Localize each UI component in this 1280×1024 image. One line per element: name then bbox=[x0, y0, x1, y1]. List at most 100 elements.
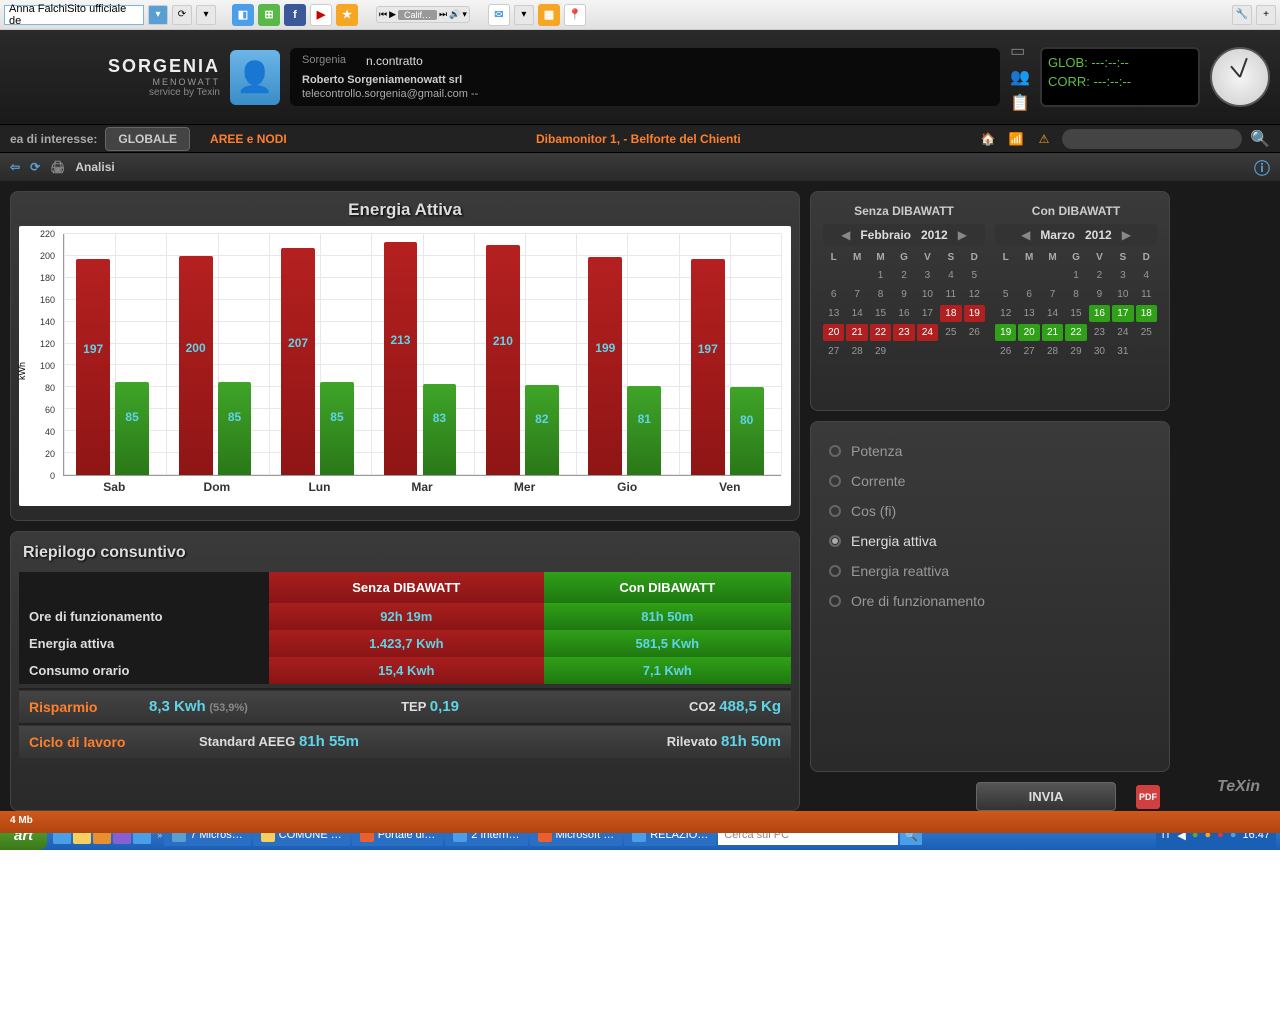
radio-energia-reattiva[interactable]: Energia reattiva bbox=[829, 556, 1151, 586]
calendar-day[interactable]: 2 bbox=[893, 267, 914, 284]
calendar-day[interactable]: 6 bbox=[823, 286, 844, 303]
calendar-day[interactable]: 4 bbox=[1136, 267, 1157, 284]
calendar-day[interactable]: 5 bbox=[964, 267, 985, 284]
calendar-day[interactable]: 25 bbox=[940, 324, 961, 341]
back-icon[interactable]: ⇦ bbox=[10, 160, 20, 174]
calendar-day[interactable]: 21 bbox=[1042, 324, 1063, 341]
calendar-day[interactable]: 7 bbox=[1042, 286, 1063, 303]
calendar-day[interactable]: 29 bbox=[1065, 343, 1086, 360]
calendar-day[interactable]: 26 bbox=[995, 343, 1016, 360]
warning-icon[interactable]: ⚠ bbox=[1034, 130, 1054, 148]
calendar-day[interactable]: 16 bbox=[893, 305, 914, 322]
calendar-day[interactable]: 15 bbox=[870, 305, 891, 322]
calendar-day[interactable]: 17 bbox=[917, 305, 938, 322]
calendar-day[interactable]: 28 bbox=[1042, 343, 1063, 360]
play-icon[interactable]: ▶ bbox=[389, 9, 396, 20]
calendar-day[interactable]: 13 bbox=[823, 305, 844, 322]
calendar-day[interactable]: 3 bbox=[1112, 267, 1133, 284]
calendar-day[interactable]: 14 bbox=[846, 305, 867, 322]
url-box[interactable]: Anna FalchiSito ufficiale de bbox=[4, 5, 144, 25]
calendar-day[interactable]: 1 bbox=[870, 267, 891, 284]
calendar-day[interactable]: 24 bbox=[917, 324, 938, 341]
note-icon[interactable]: 📋 bbox=[1010, 93, 1030, 113]
plus-icon[interactable]: + bbox=[1256, 5, 1276, 25]
calendar-day[interactable]: 6 bbox=[1018, 286, 1039, 303]
calendar-day[interactable]: 13 bbox=[1018, 305, 1039, 322]
youtube-icon[interactable]: ▶ bbox=[310, 4, 332, 26]
cal-prev-icon[interactable]: ◀ bbox=[841, 228, 850, 242]
calendar-day[interactable]: 27 bbox=[823, 343, 844, 360]
calendar-day[interactable]: 23 bbox=[893, 324, 914, 341]
tab-globale[interactable]: GLOBALE bbox=[105, 127, 190, 151]
calendar-day[interactable]: 3 bbox=[917, 267, 938, 284]
cal-next-icon[interactable]: ▶ bbox=[1122, 228, 1131, 242]
calendar-day[interactable]: 9 bbox=[893, 286, 914, 303]
radio-energia-attiva[interactable]: Energia attiva bbox=[829, 526, 1151, 556]
calendar-day[interactable]: 9 bbox=[1089, 286, 1110, 303]
radio-potenza[interactable]: Potenza bbox=[829, 436, 1151, 466]
calendar-day[interactable]: 30 bbox=[1089, 343, 1110, 360]
app-icon-1[interactable]: ◧ bbox=[232, 4, 254, 26]
mail-icon[interactable]: ✉ bbox=[488, 4, 510, 26]
calc-icon[interactable]: ▦ bbox=[538, 4, 560, 26]
calendar-day[interactable]: 8 bbox=[870, 286, 891, 303]
nav-down-icon[interactable]: ▾ bbox=[196, 5, 216, 25]
users-icon[interactable]: 👥 bbox=[1010, 67, 1030, 87]
calendar-day[interactable]: 12 bbox=[995, 305, 1016, 322]
next-icon[interactable]: ⏭ bbox=[439, 9, 447, 20]
wrench-icon[interactable]: 🔧 bbox=[1232, 5, 1252, 25]
info-icon[interactable]: ⓘ bbox=[1254, 155, 1270, 179]
calendar-day[interactable]: 8 bbox=[1065, 286, 1086, 303]
prev-icon[interactable]: ⏮ bbox=[379, 9, 387, 20]
calendar-day[interactable]: 10 bbox=[1112, 286, 1133, 303]
calendar-day[interactable]: 18 bbox=[940, 305, 961, 322]
star-icon[interactable]: ★ bbox=[336, 4, 358, 26]
calendar-day[interactable]: 22 bbox=[870, 324, 891, 341]
calendar-day[interactable]: 29 bbox=[870, 343, 891, 360]
calendar-day[interactable]: 20 bbox=[823, 324, 844, 341]
calendar-day[interactable]: 20 bbox=[1018, 324, 1039, 341]
sync-icon[interactable]: ⟳ bbox=[30, 160, 40, 174]
calendar-day[interactable]: 28 bbox=[846, 343, 867, 360]
calendar-day[interactable]: 15 bbox=[1065, 305, 1086, 322]
calendar-day[interactable]: 10 bbox=[917, 286, 938, 303]
wifi-icon[interactable]: 📶 bbox=[1006, 130, 1026, 148]
vol-icon[interactable]: 🔊 bbox=[449, 9, 460, 20]
calendar-day[interactable]: 16 bbox=[1089, 305, 1110, 322]
calendar-day[interactable]: 21 bbox=[846, 324, 867, 341]
calendar-day[interactable]: 26 bbox=[964, 324, 985, 341]
app-icon-2[interactable]: ⊞ bbox=[258, 4, 280, 26]
map-icon[interactable]: 📍 bbox=[564, 4, 586, 26]
facebook-icon[interactable]: f bbox=[284, 4, 306, 26]
home-icon[interactable]: 🏠 bbox=[978, 130, 998, 148]
calendar-day[interactable]: 14 bbox=[1042, 305, 1063, 322]
media-drop-icon[interactable]: ▾ bbox=[462, 9, 467, 20]
calendar-day[interactable]: 24 bbox=[1112, 324, 1133, 341]
calendar-day[interactable]: 31 bbox=[1112, 343, 1133, 360]
mail-drop-icon[interactable]: ▾ bbox=[514, 5, 534, 25]
calendar-day[interactable]: 18 bbox=[1136, 305, 1157, 322]
print-icon[interactable]: 🖨 bbox=[50, 160, 65, 174]
calendar-day[interactable]: 23 bbox=[1089, 324, 1110, 341]
calendar-day[interactable]: 19 bbox=[995, 324, 1016, 341]
calendar-day[interactable]: 11 bbox=[940, 286, 961, 303]
pdf-icon[interactable]: PDF bbox=[1136, 785, 1160, 809]
calendar-day[interactable]: 11 bbox=[1136, 286, 1157, 303]
search-input[interactable] bbox=[1062, 129, 1242, 149]
send-button[interactable]: INVIA bbox=[976, 782, 1116, 811]
cal-next-icon[interactable]: ▶ bbox=[958, 228, 967, 242]
calendar-day[interactable]: 25 bbox=[1136, 324, 1157, 341]
calendar-day[interactable]: 27 bbox=[1018, 343, 1039, 360]
calendar-day[interactable]: 4 bbox=[940, 267, 961, 284]
radio-corrente[interactable]: Corrente bbox=[829, 466, 1151, 496]
calendar-day[interactable]: 1 bbox=[1065, 267, 1086, 284]
calendar-day[interactable]: 22 bbox=[1065, 324, 1086, 341]
search-icon[interactable]: 🔍 bbox=[1250, 130, 1270, 148]
calendar-day[interactable]: 2 bbox=[1089, 267, 1110, 284]
card-icon[interactable]: ▭ bbox=[1010, 41, 1030, 61]
tab-aree[interactable]: AREE e NODI bbox=[198, 128, 299, 150]
calendar-day[interactable]: 19 bbox=[964, 305, 985, 322]
cal-prev-icon[interactable]: ◀ bbox=[1021, 228, 1030, 242]
radio-ore-di-funzionamento[interactable]: Ore di funzionamento bbox=[829, 586, 1151, 616]
dropdown-icon[interactable]: ▾ bbox=[148, 5, 168, 25]
